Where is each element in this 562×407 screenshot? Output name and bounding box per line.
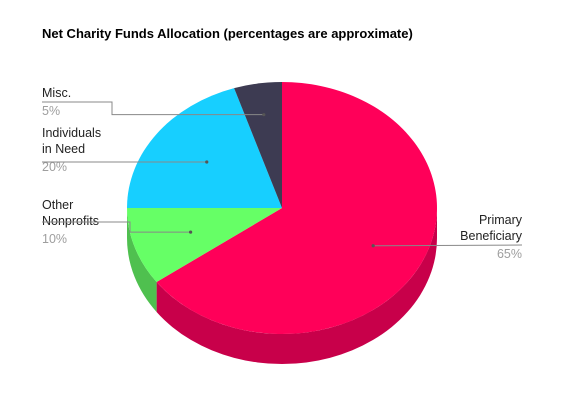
slice-label-other-nonprofits: Other Nonprofits	[42, 198, 99, 228]
leader-dot-misc	[262, 113, 266, 117]
slice-label-line: Individuals	[42, 126, 101, 140]
slice-percent-other-nonprofits: 10%	[42, 232, 67, 246]
slice-label-line: Misc.	[42, 86, 71, 100]
slice-percent-misc: 5%	[42, 104, 60, 118]
pie-slice-primary-beneficiary[interactable]	[156, 82, 438, 335]
pie-slice-misc[interactable]	[234, 82, 282, 208]
slice-label-line: in Need	[42, 142, 85, 156]
leader-line-primary-beneficiary	[373, 244, 523, 247]
pie-side-other-nonprofits	[127, 208, 157, 313]
leader-dot-other-nonprofits	[189, 230, 193, 234]
slice-percent-individuals-in-need: 20%	[42, 160, 67, 174]
slice-label-line: Beneficiary	[460, 229, 523, 243]
slice-label-misc: Misc.	[42, 86, 71, 100]
leader-line-misc	[42, 101, 264, 116]
pie-side-primary-beneficiary	[156, 208, 438, 365]
slice-label-individuals-in-need: Individuals in Need	[42, 126, 101, 156]
slice-label-primary-beneficiary: Primary Beneficiary	[460, 213, 523, 243]
slice-label-line: Other	[42, 198, 73, 212]
leader-dot-primary-beneficiary	[371, 244, 375, 248]
leader-dot-individuals-in-need	[205, 160, 209, 164]
pie-slice-other-nonprofits[interactable]	[127, 208, 282, 283]
pie-slice-individuals-in-need[interactable]	[127, 88, 282, 208]
slice-label-line: Nonprofits	[42, 214, 99, 228]
slice-percent-primary-beneficiary: 65%	[497, 247, 522, 261]
chart-title: Net Charity Funds Allocation (percentage…	[42, 26, 413, 41]
slice-label-line: Primary	[479, 213, 523, 227]
leader-line-other-nonprofits	[42, 221, 191, 233]
